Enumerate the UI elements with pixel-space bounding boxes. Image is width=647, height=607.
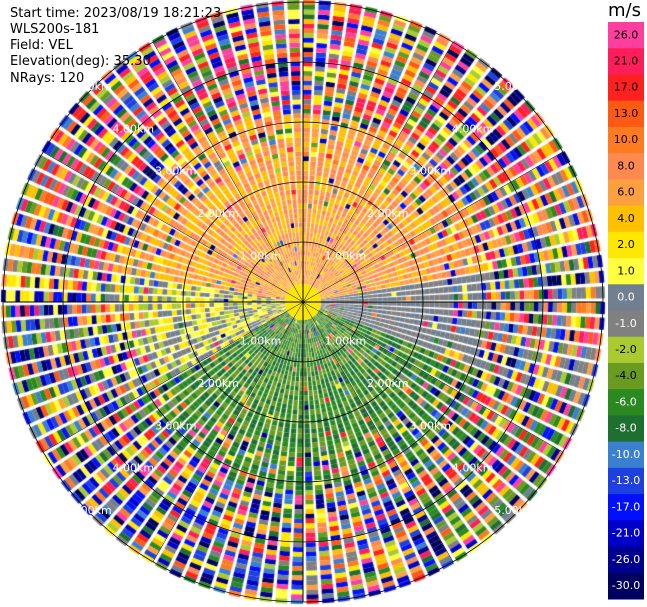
colorbar-swatch [608, 100, 644, 128]
colorbar: 26.0 21.0 17.0 13.0 10.0 8.0 6.0 4.0 2.0 1.0 0.0 -1… [608, 22, 644, 600]
colorbar-tick-label: 13.0 [614, 107, 639, 120]
azimuth-spoke [152, 42, 304, 303]
range-ring-label: 5.00km [70, 80, 112, 93]
range-ring-label: 1.00km [240, 334, 282, 347]
colorbar-tick-label: 0.0 [617, 291, 635, 304]
azimuth-spoke [302, 151, 563, 303]
colorbar-tick-label: -2.0 [615, 343, 636, 356]
colorbar-swatch [608, 205, 644, 233]
azimuth-spoke [152, 301, 304, 562]
colorbar-swatch [608, 126, 644, 154]
colorbar-tick-label: -10.0 [612, 448, 640, 461]
colorbar-swatch [608, 389, 644, 416]
colorbar-swatch [608, 310, 644, 338]
colorbar-swatch [608, 572, 644, 600]
colorbar-swatch [608, 415, 644, 443]
colorbar-tick-label: 26.0 [614, 28, 639, 41]
instrument-label: WLS200s-181 [10, 22, 100, 37]
range-ring-label: 4.00km [452, 462, 494, 475]
azimuth-spoke [302, 42, 454, 303]
range-ring-label: 5.00km [494, 504, 536, 517]
colorbar-swatch [608, 494, 644, 521]
range-ring-label: 3.00km [409, 419, 451, 432]
colorbar-tick-label: -6.0 [615, 395, 636, 408]
ppi-velocity-plot [0, 0, 610, 607]
colorbar-swatch [608, 22, 644, 49]
range-ring-label: 2.00km [367, 377, 409, 390]
colorbar-tick-label: 21.0 [614, 54, 639, 67]
range-ring-label: 3.00km [409, 165, 451, 178]
colorbar-swatch [608, 74, 644, 102]
colorbar-swatch [608, 520, 644, 548]
range-ring-label: 1.00km [240, 250, 282, 263]
range-ring-label: 2.00km [197, 377, 239, 390]
colorbar-tick-label: 4.0 [617, 212, 635, 225]
colorbar-tick-label: 10.0 [614, 133, 639, 146]
range-ring-label: 5.00km [494, 80, 536, 93]
field-label: Field: VEL [10, 38, 73, 53]
colorbar-swatch [608, 179, 644, 207]
range-ring-label: 1.00km [325, 250, 367, 263]
range-rings: 1.00km 1.00km 1.00km 1.00km 2.00km 2.00km 2.00… [2, 1, 604, 603]
colorbar-tick-label: -1.0 [615, 317, 636, 330]
colorbar-tick-label: -26.0 [612, 553, 640, 566]
colorbar-swatch [608, 467, 644, 495]
elevation-label: Elevation(deg): 35.30 [10, 54, 151, 69]
range-ring-label: 4.00km [113, 462, 155, 475]
range-ring-label: 2.00km [367, 207, 409, 220]
colorbar-tick-label: 6.0 [617, 186, 635, 199]
azimuth-spoke [302, 301, 563, 453]
range-ring-label: 3.00km [155, 165, 197, 178]
colorbar-tick-label: 2.0 [617, 238, 635, 251]
start-time-label: Start time: 2023/08/19 18:21:23 [10, 6, 222, 21]
colorbar-tick-label: 17.0 [614, 81, 639, 94]
azimuth-spoke [43, 301, 304, 453]
colorbar-swatch [608, 336, 644, 364]
colorbar-tick-label: 8.0 [617, 159, 635, 172]
colorbar-swatch [608, 48, 644, 75]
colorbar-tick-label: 1.0 [617, 264, 635, 277]
colorbar-tick-label: -21.0 [612, 527, 640, 540]
colorbar-tick-label: -8.0 [615, 422, 636, 435]
range-ring-label: 1.00km [325, 334, 367, 347]
range-ring-label: 4.00km [113, 122, 155, 135]
range-ring-label: 3.00km [155, 419, 197, 432]
range-ring-label: 2.00km [197, 207, 239, 220]
colorbar-swatch [608, 258, 644, 285]
range-ring-label: 4.00km [452, 122, 494, 135]
colorbar-tick-label: -30.0 [612, 579, 640, 592]
colorbar-swatch [608, 362, 644, 390]
azimuth-spoke [302, 301, 454, 562]
nrays-label: NRays: 120 [10, 71, 85, 86]
colorbar-unit: m/s [608, 0, 641, 21]
colorbar-swatch [608, 441, 644, 469]
colorbar-tick-label: -4.0 [615, 369, 636, 382]
range-ring-label: 5.00km [70, 504, 112, 517]
colorbar-swatch [608, 546, 644, 574]
azimuth-spoke [43, 151, 304, 303]
colorbar-swatch [608, 284, 644, 311]
colorbar-tick-label: -17.0 [612, 500, 640, 513]
colorbar-tick-label: -13.0 [612, 474, 640, 487]
colorbar-swatch [608, 231, 644, 259]
colorbar-swatch [608, 153, 644, 180]
